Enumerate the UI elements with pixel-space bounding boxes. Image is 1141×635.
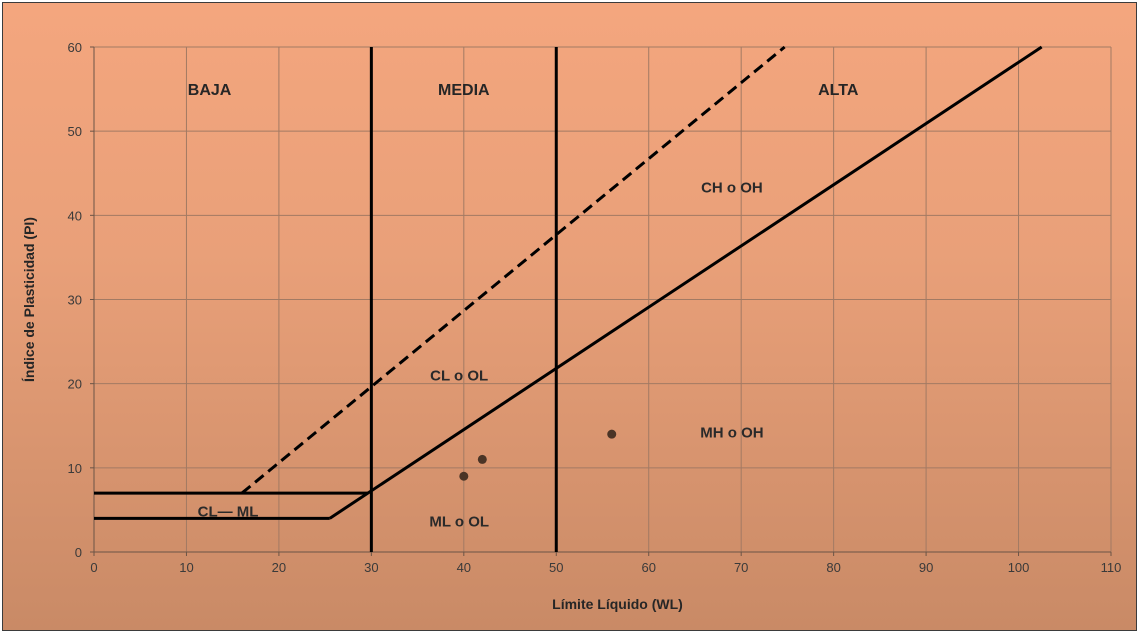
- y-tick-label-50: 50: [68, 124, 82, 139]
- region-label-5: ML o OL: [429, 514, 489, 531]
- region-label-4: CL— ML: [198, 504, 259, 521]
- x-tick-label-60: 60: [641, 560, 655, 575]
- region-label-1: CH o OH: [701, 180, 763, 197]
- x-tick-label-50: 50: [549, 560, 563, 575]
- y-tick-label-0: 0: [75, 545, 82, 560]
- y-tick-label-60: 60: [68, 40, 82, 55]
- x-tick-label-40: 40: [457, 560, 471, 575]
- x-tick-label-90: 90: [919, 560, 933, 575]
- zone-label-media: MEDIA: [438, 82, 490, 99]
- x-tick-label-80: 80: [826, 560, 840, 575]
- region-label-2: CL o OL: [430, 367, 488, 384]
- y-tick-label-40: 40: [68, 208, 82, 223]
- x-tick-label-10: 10: [179, 560, 193, 575]
- x-tick-label-100: 100: [1008, 560, 1030, 575]
- zone-label-alta: ALTA: [818, 82, 859, 99]
- u-line: [240, 45, 786, 495]
- x-tick-label-20: 20: [272, 560, 286, 575]
- region-label-3: MH o OH: [700, 424, 763, 441]
- a-line: [328, 45, 1043, 520]
- x-tick-label-110: 110: [1101, 560, 1122, 575]
- x-tick-label-70: 70: [734, 560, 748, 575]
- x-tick-label-30: 30: [364, 560, 378, 575]
- y-tick-label-10: 10: [68, 461, 82, 476]
- grid-lines: [94, 46, 1112, 552]
- axes: 0 10 20 30 40 50 60 70 80 90 100 110 0 10 20 30 40 50 60 Lí…: [21, 40, 1121, 612]
- x-axis-title: Límite Líquido (WL): [552, 596, 683, 612]
- y-axis-title: Índice de Plasticidad (PI): [21, 217, 37, 382]
- data-points: [459, 429, 617, 481]
- data-point-2: [477, 454, 487, 464]
- zone-label-baja: BAJA: [188, 82, 232, 99]
- chart-labels: BAJA MEDIA ALTA CH o OH CL o OL MH o OH CL— ML…: [188, 82, 859, 531]
- plasticity-chart: 0 10 20 30 40 50 60 70 80 90 100 110 0 10 20 30 40 50 60 Lí…: [21, 40, 1121, 612]
- chart-lines: [94, 45, 1043, 552]
- y-tick-label-20: 20: [68, 377, 82, 392]
- data-point-1: [459, 471, 469, 481]
- y-tick-label-30: 30: [68, 293, 82, 308]
- data-point-3: [607, 429, 617, 439]
- x-tick-label-0: 0: [90, 560, 97, 575]
